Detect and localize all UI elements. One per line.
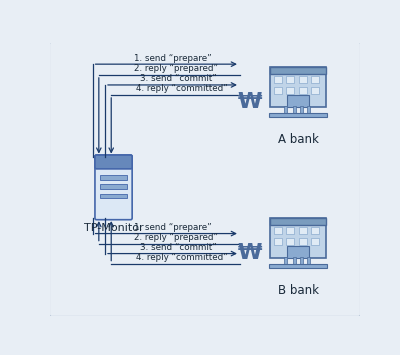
Text: 1. send “prepare”: 1. send “prepare” (134, 223, 211, 232)
Text: 2. reply “prepared”: 2. reply “prepared” (134, 64, 218, 73)
Bar (287, 95, 309, 107)
Bar (274, 76, 282, 83)
Text: 2. reply “prepared”: 2. reply “prepared” (134, 233, 218, 242)
FancyBboxPatch shape (95, 155, 132, 220)
Bar (300, 106, 304, 115)
Bar (270, 67, 326, 107)
Bar (270, 218, 326, 225)
FancyBboxPatch shape (49, 42, 361, 317)
Bar (300, 257, 304, 266)
Bar (299, 87, 306, 94)
Bar (100, 184, 127, 189)
Bar (299, 76, 306, 83)
FancyBboxPatch shape (95, 155, 132, 169)
Text: 1. send “prepare”: 1. send “prepare” (134, 54, 211, 62)
Bar (274, 227, 282, 234)
Bar (292, 257, 296, 266)
Bar (268, 113, 328, 117)
Bar (287, 246, 309, 258)
Text: ₩: ₩ (238, 92, 262, 112)
Bar (286, 227, 294, 234)
Bar (270, 218, 326, 258)
Bar (270, 67, 326, 74)
Bar (311, 76, 319, 83)
Text: B bank: B bank (278, 284, 318, 297)
Bar (100, 193, 127, 198)
Bar (274, 87, 282, 94)
Bar (100, 175, 127, 180)
Bar (286, 238, 294, 245)
Bar (284, 106, 287, 115)
Bar (284, 257, 287, 266)
Text: 4. reply “committed”: 4. reply “committed” (136, 253, 228, 262)
Bar (307, 257, 310, 266)
Text: 3. send “commit”: 3. send “commit” (140, 243, 217, 252)
Text: A bank: A bank (278, 133, 318, 146)
Bar (299, 227, 306, 234)
Bar (286, 87, 294, 94)
Bar (292, 106, 296, 115)
Bar (274, 238, 282, 245)
Text: TP-Monitor: TP-Monitor (84, 223, 143, 233)
Bar (299, 238, 306, 245)
Bar (311, 238, 319, 245)
Bar (311, 227, 319, 234)
Bar (268, 264, 328, 268)
Bar (286, 76, 294, 83)
Text: 3. send “commit”: 3. send “commit” (140, 75, 217, 83)
Text: 4. reply “committed”: 4. reply “committed” (136, 84, 228, 93)
Bar (307, 106, 310, 115)
Bar (311, 87, 319, 94)
Text: ₩: ₩ (238, 243, 262, 263)
